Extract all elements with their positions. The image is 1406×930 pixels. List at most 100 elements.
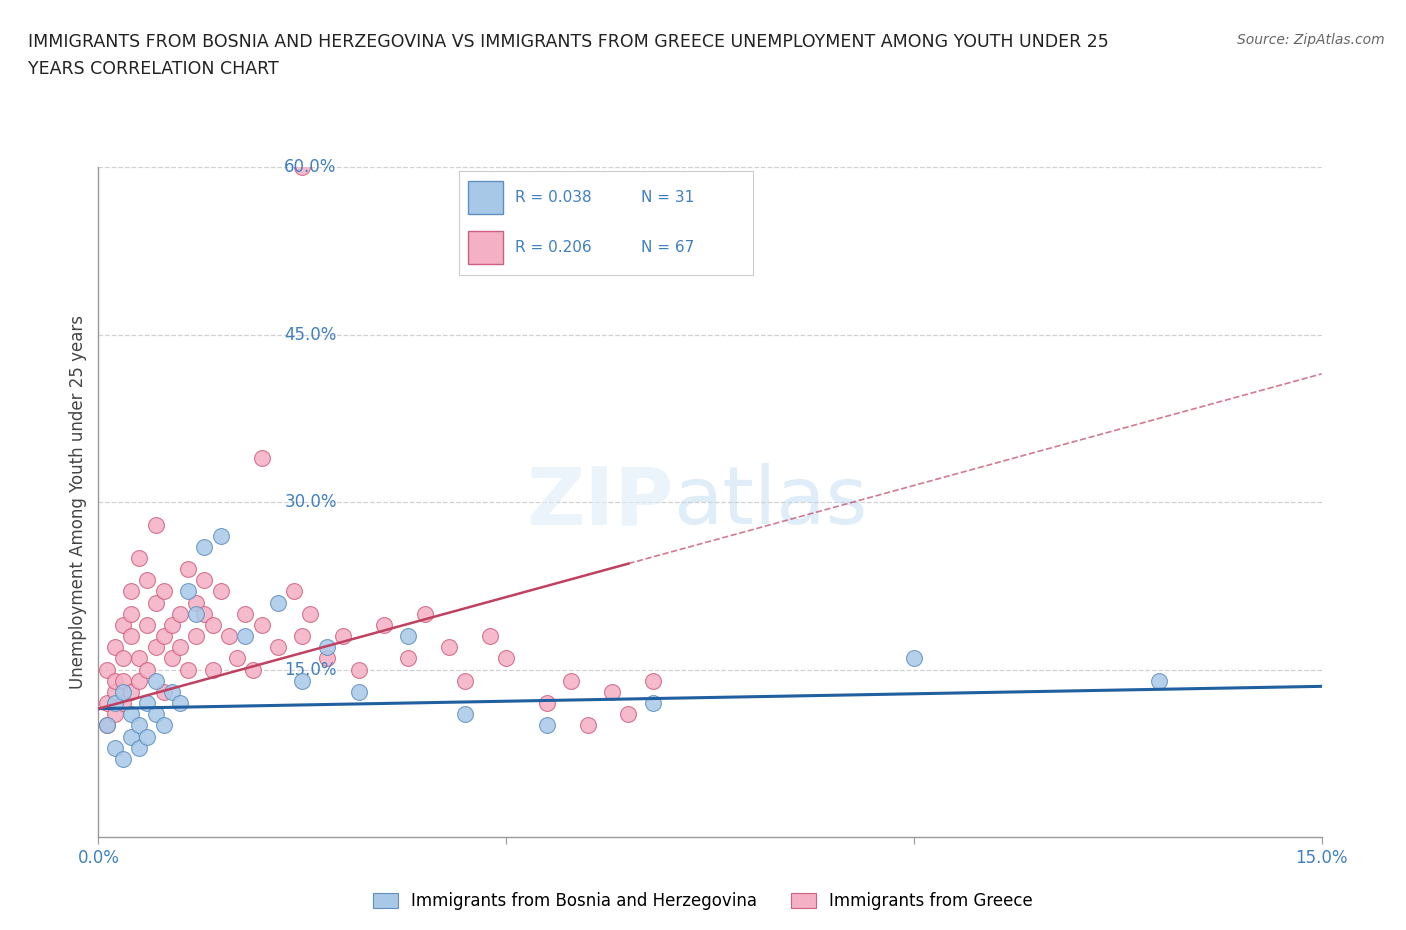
Point	[128, 651, 150, 666]
Point	[299, 606, 322, 621]
Point	[145, 640, 167, 655]
Point	[201, 662, 224, 677]
Text: Source: ZipAtlas.com: Source: ZipAtlas.com	[1237, 33, 1385, 46]
Point	[454, 707, 477, 722]
Point	[145, 707, 167, 722]
Point	[111, 684, 134, 699]
Point	[111, 651, 134, 666]
Point	[160, 618, 183, 632]
Point	[283, 584, 305, 599]
Point	[111, 751, 134, 766]
Point	[128, 551, 150, 565]
Text: 60.0%: 60.0%	[284, 158, 336, 177]
Point	[218, 629, 240, 644]
Point	[152, 584, 174, 599]
Point	[152, 718, 174, 733]
Point	[160, 684, 183, 699]
Point	[128, 673, 150, 688]
Y-axis label: Unemployment Among Youth under 25 years: Unemployment Among Youth under 25 years	[69, 315, 87, 689]
Point	[413, 606, 436, 621]
Text: IMMIGRANTS FROM BOSNIA AND HERZEGOVINA VS IMMIGRANTS FROM GREECE UNEMPLOYMENT AM: IMMIGRANTS FROM BOSNIA AND HERZEGOVINA V…	[28, 33, 1109, 50]
Point	[250, 618, 273, 632]
Point	[454, 673, 477, 688]
Point	[96, 718, 118, 733]
Point	[120, 584, 142, 599]
Point	[128, 718, 150, 733]
Point	[186, 595, 208, 610]
Point	[291, 629, 314, 644]
Point	[291, 673, 314, 688]
Point	[145, 673, 167, 688]
Point	[104, 640, 127, 655]
Point	[536, 696, 558, 711]
Point	[641, 696, 664, 711]
Point	[96, 718, 118, 733]
Point	[193, 606, 215, 621]
Point	[120, 707, 142, 722]
Point	[373, 618, 395, 632]
Point	[177, 662, 200, 677]
Point	[128, 740, 150, 755]
Point	[560, 673, 582, 688]
Point	[536, 718, 558, 733]
Point	[349, 662, 371, 677]
Text: 45.0%: 45.0%	[284, 326, 336, 344]
Point	[495, 651, 517, 666]
Point	[242, 662, 264, 677]
Point	[349, 684, 371, 699]
Point	[209, 584, 232, 599]
Point	[291, 160, 314, 175]
Point	[396, 651, 419, 666]
Point	[136, 573, 159, 588]
Text: YEARS CORRELATION CHART: YEARS CORRELATION CHART	[28, 60, 278, 78]
Legend: Immigrants from Bosnia and Herzegovina, Immigrants from Greece: Immigrants from Bosnia and Herzegovina, …	[367, 885, 1039, 917]
Point	[193, 573, 215, 588]
Point	[120, 606, 142, 621]
Point	[136, 729, 159, 744]
Point	[617, 707, 640, 722]
Point	[160, 651, 183, 666]
Point	[169, 640, 191, 655]
Point	[145, 595, 167, 610]
Point	[201, 618, 224, 632]
Point	[186, 629, 208, 644]
Point	[193, 539, 215, 554]
Point	[111, 696, 134, 711]
Point	[96, 662, 118, 677]
Point	[120, 629, 142, 644]
Point	[267, 640, 290, 655]
Point	[641, 673, 664, 688]
Point	[104, 740, 127, 755]
Point	[177, 562, 200, 577]
Point	[136, 618, 159, 632]
Point	[226, 651, 249, 666]
Point	[315, 651, 337, 666]
Point	[104, 684, 127, 699]
Text: 15.0%: 15.0%	[284, 660, 337, 679]
Point	[1147, 673, 1170, 688]
Point	[576, 718, 599, 733]
Text: 30.0%: 30.0%	[284, 493, 337, 512]
Point	[267, 595, 290, 610]
Point	[104, 696, 127, 711]
Point	[903, 651, 925, 666]
Point	[478, 629, 501, 644]
Point	[152, 629, 174, 644]
Point	[104, 673, 127, 688]
Point	[233, 606, 256, 621]
Point	[600, 684, 623, 699]
Point	[186, 606, 208, 621]
Point	[209, 528, 232, 543]
Point	[437, 640, 460, 655]
Point	[111, 618, 134, 632]
Point	[250, 450, 273, 465]
Point	[120, 684, 142, 699]
Point	[177, 584, 200, 599]
Point	[111, 673, 134, 688]
Point	[332, 629, 354, 644]
Point	[145, 517, 167, 532]
Point	[396, 629, 419, 644]
Point	[169, 696, 191, 711]
Point	[96, 696, 118, 711]
Point	[169, 606, 191, 621]
